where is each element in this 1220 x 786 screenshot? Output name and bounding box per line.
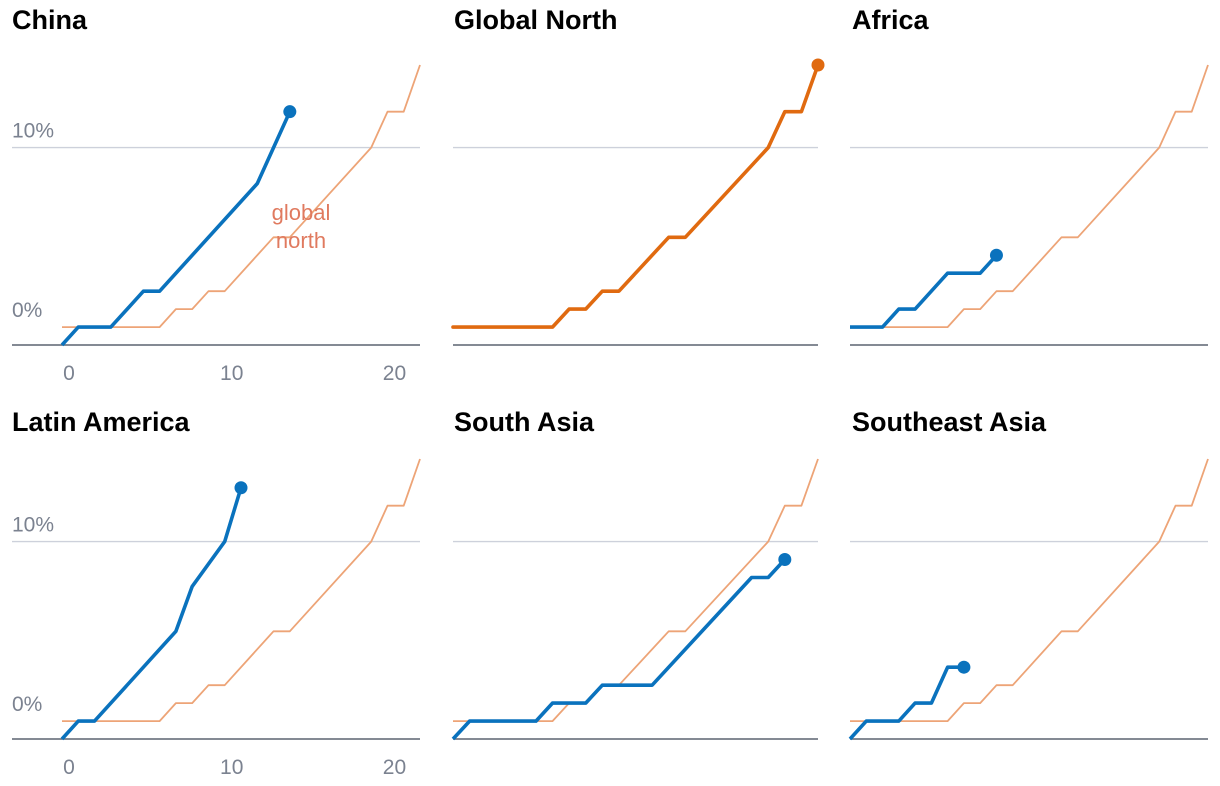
panel-title-africa: Africa [852, 5, 930, 35]
panel-africa: Africa [850, 5, 1209, 346]
series-endpoint-south-asia [778, 553, 792, 567]
x-tick-label-latin-america-2: 20 [383, 756, 406, 779]
panel-title-southeast-asia: Southeast Asia [852, 407, 1047, 437]
panel-latin-america: Latin America 0% 10% 0 10 20 [12, 407, 421, 779]
reference-line-africa [850, 64, 1209, 329]
x-tick-label-latin-america-1: 10 [220, 756, 243, 779]
series-endpoint-china [283, 105, 297, 119]
panel-title-latin-america: Latin America [12, 407, 191, 437]
panel-southeast-asia: Southeast Asia [848, 407, 1209, 741]
x-tick-label-china-1: 10 [220, 362, 243, 385]
series-line-southeast-asia [848, 665, 964, 741]
panel-title-china: China [12, 5, 88, 35]
x-tick-label-latin-america-0: 0 [63, 756, 75, 779]
series-line-latin-america [60, 487, 243, 741]
y-tick-label-latin-america-1: 10% [12, 514, 54, 537]
series-line-china [60, 110, 292, 347]
x-tick-label-china-0: 0 [63, 362, 75, 385]
series-endpoint-global-north [811, 58, 825, 72]
series-line-south-asia [451, 558, 787, 741]
reference-line-latin-america [62, 458, 421, 722]
series-line-africa [850, 254, 998, 329]
series-endpoint-latin-america [234, 481, 248, 495]
x-tick-label-china-2: 20 [383, 362, 406, 385]
annotation-global-north-0: global [272, 200, 331, 225]
panel-south-asia: South Asia [451, 407, 819, 741]
annotation-global-north-1: north [276, 228, 326, 253]
panel-china: China 0% 10% 0 10 20 global north [12, 5, 421, 385]
series-endpoint-africa [989, 248, 1003, 262]
y-tick-label-china-0: 0% [12, 299, 42, 322]
reference-line-southeast-asia [850, 458, 1209, 722]
panel-global-north: Global North [451, 5, 825, 346]
y-tick-label-china-1: 10% [12, 120, 54, 143]
series-line-global-north [451, 63, 820, 329]
series-endpoint-southeast-asia [957, 660, 971, 674]
reference-line-china [62, 64, 421, 329]
panel-title-global-north: Global North [454, 5, 618, 35]
panel-title-south-asia: South Asia [454, 407, 595, 437]
y-tick-label-latin-america-0: 0% [12, 693, 42, 716]
reference-line-south-asia [453, 458, 819, 722]
